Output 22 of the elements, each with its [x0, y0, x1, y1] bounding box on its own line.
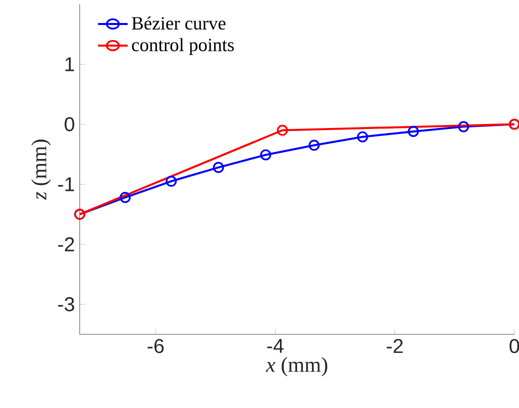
point: [166, 176, 177, 187]
point: [120, 192, 131, 203]
x-tick-label: -2: [386, 338, 403, 353]
point: [308, 140, 320, 151]
x-axis-title: x (mm): [266, 356, 328, 376]
point: [408, 126, 419, 137]
legend-label: Bézier curve: [132, 16, 226, 30]
point: [276, 124, 288, 136]
point: [357, 131, 368, 142]
y-axis-title: z (mm): [31, 140, 51, 200]
x-tick-label: 0: [510, 338, 519, 354]
y-tick-label: -3: [58, 297, 74, 312]
y-tick-label: -2: [58, 237, 74, 252]
x-tick-label: -6: [148, 338, 164, 354]
point: [212, 162, 224, 173]
point: [260, 149, 272, 160]
y-tick-label: -1: [58, 177, 74, 192]
y-tick-label: 0: [64, 117, 74, 132]
legend-label: control points: [132, 38, 234, 56]
x-tick-label: -4: [267, 338, 284, 353]
y-tick-label: 1: [65, 57, 74, 72]
point: [458, 121, 470, 132]
